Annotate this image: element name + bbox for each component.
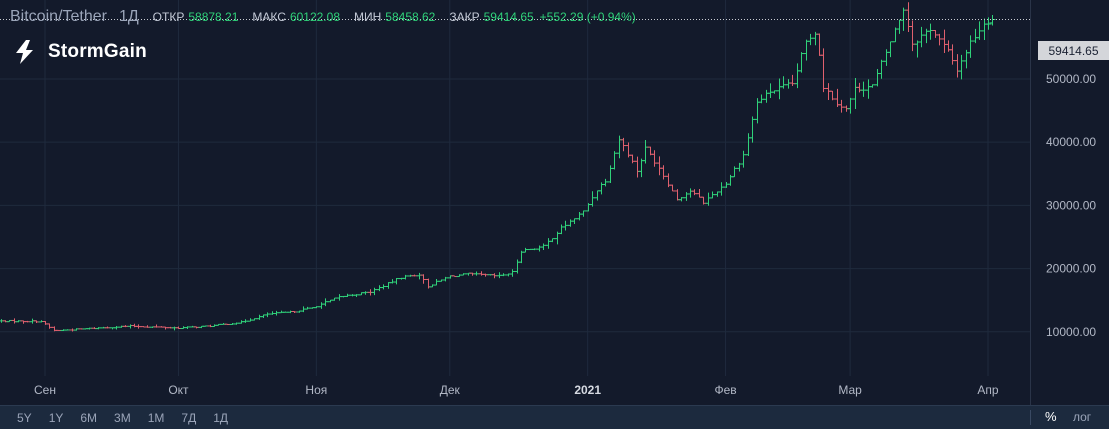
range-button-3m[interactable]: 3M	[114, 410, 131, 425]
ohlc-bar-up	[985, 17, 992, 30]
range-button-7d[interactable]: 7Д	[181, 410, 197, 425]
range-button-6m[interactable]: 6M	[80, 410, 98, 425]
x-tick-label: Окт	[168, 383, 189, 397]
open-label: ОТКР	[152, 10, 185, 24]
chart-header: Bitcoin/Tether 1Д ОТКР 58878.21 МАКС 601…	[10, 8, 636, 28]
grid	[0, 0, 1030, 376]
x-tick-label: Мар	[838, 383, 862, 397]
range-button-1y[interactable]: 1Y	[48, 410, 64, 425]
x-tick-label: 2021	[574, 383, 601, 397]
range-button-1m[interactable]: 1M	[147, 410, 165, 425]
last-price-label: 59414.65	[1038, 41, 1109, 60]
interval-label[interactable]: 1Д	[118, 8, 139, 25]
change-value: +552.29 (+0.94%)	[539, 10, 636, 24]
close-value: 59414.65	[483, 10, 534, 24]
x-tick-label: Апр	[977, 383, 999, 397]
y-tick-label: 20000.00	[1046, 262, 1096, 276]
toolbar-divider	[1030, 410, 1031, 425]
x-tick-label: Фев	[714, 383, 736, 397]
x-axis: Сен Окт Ноя Дек 2021 Фев Мар Апр	[34, 383, 999, 397]
stormgain-lightning-logo-icon	[16, 40, 33, 64]
close-label: ЗАКР	[449, 10, 480, 24]
y-axis: 10000.00 20000.00 30000.00 40000.00 50000.00	[1046, 72, 1096, 339]
high-label: МАКС	[252, 10, 286, 24]
range-button-1d[interactable]: 1Д	[213, 410, 229, 425]
high-value: 60122.08	[289, 10, 340, 24]
range-toolbar: 5Y 1Y 6M 3M 1M 7Д 1Д % лог	[0, 405, 1109, 429]
x-tick-label: Ноя	[305, 383, 327, 397]
stormgain-logo: StormGain	[12, 38, 147, 66]
x-tick-label: Дек	[440, 383, 461, 397]
x-tick-label: Сен	[34, 383, 56, 397]
low-value: 58458.62	[385, 10, 436, 24]
y-tick-label: 40000.00	[1046, 135, 1096, 149]
symbol-title[interactable]: Bitcoin/Tether	[10, 8, 107, 25]
log-scale-button[interactable]: лог	[1073, 410, 1092, 424]
y-tick-label: 10000.00	[1046, 325, 1096, 339]
y-tick-label: 50000.00	[1046, 72, 1096, 86]
percent-scale-button[interactable]: %	[1045, 409, 1057, 424]
range-button-5y[interactable]: 5Y	[17, 410, 32, 425]
low-label: МИН	[354, 10, 382, 24]
y-tick-label: 30000.00	[1046, 198, 1096, 212]
logo-text: StormGain	[48, 41, 147, 62]
ohlc-series	[0, 2, 996, 332]
open-value: 58878.21	[188, 10, 239, 24]
